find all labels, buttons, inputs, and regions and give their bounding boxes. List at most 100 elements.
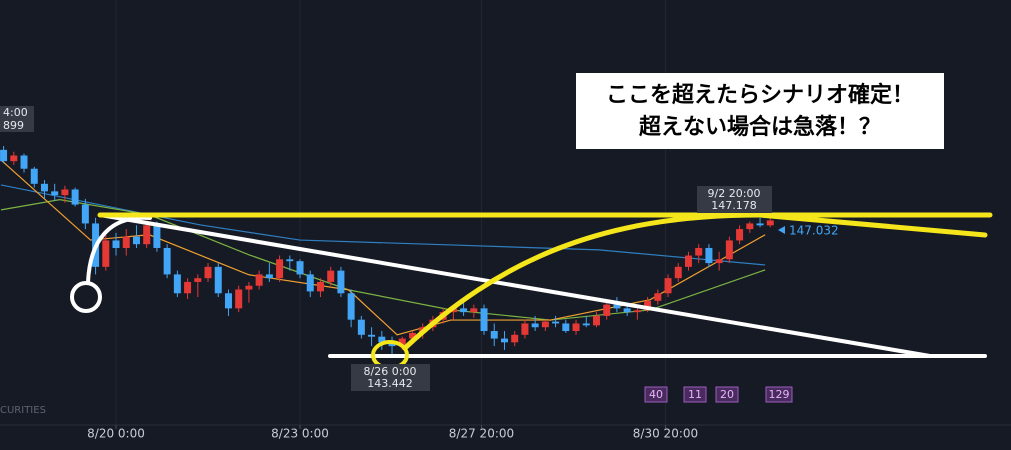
candle-body: [521, 323, 529, 335]
badge-label: 40: [649, 388, 663, 401]
candle-body: [368, 334, 376, 337]
candle-body: [0, 149, 8, 162]
candle-body: [705, 247, 713, 264]
x-axis: 8/20 0:00 8/23 0:00 8/27 20:00 8/30 20:00: [87, 425, 698, 441]
candle-body: [306, 274, 314, 292]
candle-body: [337, 270, 345, 294]
candle-body: [153, 225, 161, 248]
candle-body: [603, 304, 611, 316]
x-tick-label: 8/23 0:00: [271, 427, 329, 441]
circle-mark: [70, 281, 102, 313]
candle-body: [276, 259, 284, 279]
left-label: 4:00: [3, 106, 28, 119]
candle-body: [460, 308, 468, 313]
curve-arrow: [86, 215, 152, 284]
candle-body: [736, 229, 744, 241]
candle-body: [664, 278, 672, 294]
candle-body: [766, 220, 774, 226]
candle-body: [112, 240, 120, 248]
candle-body: [572, 323, 580, 332]
candle-body: [173, 274, 181, 294]
candle-body: [81, 204, 89, 224]
candle-body: [633, 310, 641, 313]
candle-body: [378, 336, 386, 343]
left-label: 899: [3, 119, 24, 132]
note-line: ここを超えたらシナリオ確定！: [606, 82, 914, 108]
candle-body: [408, 332, 416, 339]
crosshair-time: 9/2 20:00: [708, 187, 761, 200]
badge-label: 11: [688, 388, 702, 401]
badge-label: 20: [720, 388, 734, 401]
candle-body: [61, 189, 69, 196]
badge-box: [683, 386, 707, 403]
candle-body: [245, 285, 253, 290]
crosshair-box: [351, 364, 430, 391]
candle-body: [684, 255, 692, 267]
candle-body: [398, 338, 406, 347]
candle-body: [20, 155, 28, 169]
last-price-marker: [778, 226, 785, 234]
candle-body: [122, 236, 130, 248]
badge-label: 129: [769, 388, 790, 401]
candle-body: [102, 240, 110, 267]
candle-body: [30, 168, 38, 184]
curve-arrow: [402, 212, 763, 351]
candle-body: [388, 342, 396, 347]
candle-body: [715, 259, 723, 264]
candle-body: [327, 270, 335, 282]
candle-body: [296, 261, 304, 275]
candle-body: [316, 281, 324, 292]
candle-body: [644, 300, 652, 311]
moving-average: [0, 159, 766, 336]
x-tick-label: 8/30 20:00: [633, 427, 698, 441]
candle-body: [143, 225, 151, 245]
candle-body: [51, 191, 59, 196]
candle-body: [286, 259, 294, 262]
candle-body: [511, 334, 519, 343]
candle-body: [71, 189, 79, 205]
candle-body: [654, 293, 662, 301]
candle-body: [224, 293, 232, 309]
badge-box: [644, 386, 668, 403]
candle-body: [746, 223, 754, 230]
badge-box: [715, 386, 739, 403]
candle-body: [500, 338, 508, 343]
left-label-box: [0, 106, 34, 132]
candle-body: [214, 266, 222, 294]
candle-body: [235, 289, 243, 309]
crosshair-time: 8/26 0:00: [364, 365, 417, 378]
candle-body: [562, 323, 570, 332]
candle-body: [132, 236, 140, 245]
candle-body: [756, 223, 764, 226]
candle-body: [490, 331, 498, 339]
candle-body: [10, 155, 18, 162]
note-line: 超えない場合は急落！？: [639, 114, 881, 140]
candle-body: [541, 321, 549, 328]
indicator-badges: 40 11 20 129: [644, 386, 793, 403]
candle-body: [695, 247, 703, 256]
candle-body: [184, 281, 192, 294]
candle-body: [194, 278, 202, 282]
crosshair-box: [697, 186, 772, 213]
crosshair-price: 143.442: [367, 377, 413, 390]
candle-body: [623, 308, 631, 313]
candle-body: [674, 266, 682, 279]
watermark: CURITIES: [0, 405, 46, 416]
candle-body: [265, 274, 273, 279]
candle-body: [613, 304, 621, 309]
slope-line: [757, 212, 988, 238]
candle-body: [592, 315, 600, 326]
badge-box: [765, 386, 793, 403]
candle-body: [40, 183, 48, 192]
last-price: 147.032: [789, 224, 839, 238]
trend-line: [98, 213, 932, 358]
x-tick-label: 8/27 20:00: [449, 427, 514, 441]
x-tick-label: 8/20 0:00: [87, 427, 145, 441]
candle-body: [531, 323, 539, 328]
candle-body: [480, 308, 488, 332]
candle-body: [204, 266, 212, 279]
candle-body: [163, 247, 171, 275]
annotations: [70, 212, 993, 370]
candle-body: [357, 319, 365, 335]
